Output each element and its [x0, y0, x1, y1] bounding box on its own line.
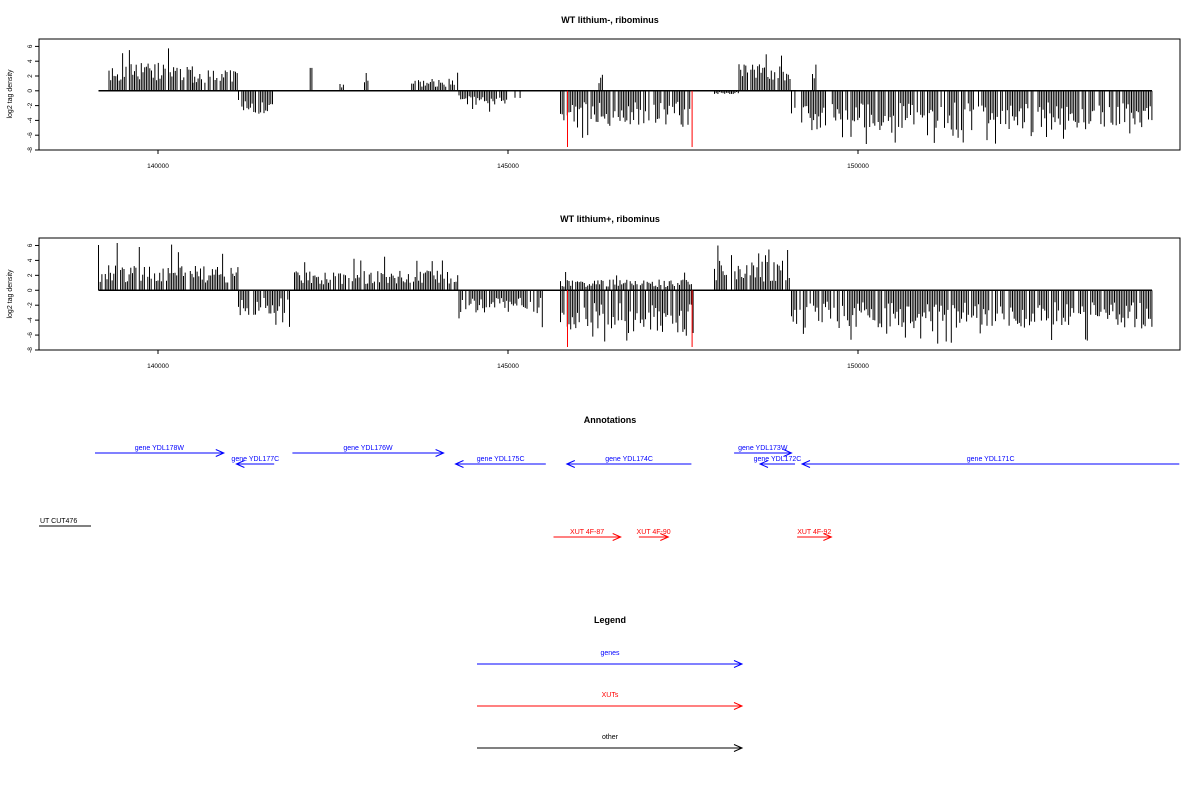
x-tick-label: 140000 — [147, 363, 169, 370]
signal-bars — [98, 48, 1153, 148]
y-tick-label: 4 — [27, 59, 34, 63]
y-tick-label: -2 — [27, 102, 34, 108]
y-tick-label: 2 — [27, 273, 34, 277]
feature-arrows: gene YDL178W gene YDL177C gene YDL176W gene… — [39, 445, 1180, 541]
feature-label: gene YDL177C — [231, 456, 279, 463]
x-tick-label: 140000 — [147, 163, 169, 170]
legend-arrowhead — [733, 744, 744, 752]
y-tick-label: 4 — [27, 258, 34, 262]
plot-frame — [38, 237, 1181, 351]
legend: Legend genes XUTs other — [477, 615, 744, 752]
feature-label: XUT 4F-90 — [637, 529, 671, 536]
feature-label: gene YDL174C — [605, 456, 653, 463]
x-tick-label: 145000 — [497, 163, 519, 170]
y-tick-label: -4 — [27, 117, 34, 123]
feature-label: UT CUT476 — [40, 518, 77, 525]
panel-title: WT lithium-, ribominus — [561, 15, 659, 25]
annotations-title: Annotations — [584, 415, 637, 425]
plot-frame — [38, 38, 1181, 151]
feature-arrowhead — [235, 460, 245, 468]
y-tick-label: -6 — [27, 332, 34, 338]
feature-arrowhead — [783, 449, 793, 457]
panel-title: WT lithium+, ribominus — [560, 214, 660, 224]
y-axis-label: log2 tag density — [7, 269, 14, 319]
track-panel-lithium-plus: WT lithium+, ribominus log2 tag density … — [7, 214, 1181, 370]
legend-label: genes — [600, 650, 620, 657]
feature-arrowhead — [758, 460, 769, 468]
y-tick-label: 6 — [27, 44, 34, 48]
y-tick-label: -8 — [27, 347, 34, 353]
feature-arrowhead — [660, 533, 670, 541]
x-tick-label: 145000 — [497, 363, 519, 370]
legend-arrowhead — [733, 660, 744, 668]
track-panel-lithium-minus: WT lithium-, ribominus log2 tag density … — [7, 15, 1181, 170]
feature-arrowhead — [215, 449, 226, 457]
feature-arrowhead — [565, 460, 576, 468]
legend-items: genes XUTs other — [477, 650, 744, 752]
y-tick-label: -8 — [27, 147, 34, 153]
feature-label: gene YDL175C — [477, 456, 525, 463]
feature-arrowhead — [823, 533, 833, 541]
feature-arrowhead — [435, 449, 445, 457]
feature-label: gene YDL171C — [967, 456, 1015, 463]
y-tick-label: -2 — [27, 302, 34, 308]
y-axis-label: log2 tag density — [7, 69, 14, 119]
y-tick-label: 2 — [27, 74, 34, 78]
y-tick-label: -4 — [27, 317, 34, 323]
feature-label: gene YDL178W — [135, 445, 185, 452]
x-tick-label: 150000 — [847, 363, 869, 370]
y-tick-label: -6 — [27, 132, 34, 138]
legend-label: other — [602, 734, 619, 741]
feature-label: XUT 4F-87 — [570, 529, 604, 536]
feature-label: gene YDL176W — [343, 445, 393, 452]
feature-label: gene YDL172C — [754, 456, 802, 463]
axes: -8 -6 -4 -2 0 2 4 6 140000 145000 150000 — [27, 44, 869, 170]
feature-arrowhead — [454, 460, 464, 468]
feature-arrowhead — [612, 533, 622, 541]
x-tick-label: 150000 — [847, 163, 869, 170]
y-tick-label: 0 — [27, 89, 34, 93]
signal-bars — [98, 243, 1153, 348]
y-tick-label: 6 — [27, 243, 34, 247]
legend-label: XUTs — [602, 692, 619, 699]
axes: -8 -6 -4 -2 0 2 4 6 140000 145000 150000 — [27, 243, 869, 370]
feature-arrowhead — [800, 460, 811, 468]
feature-label: XUT 4F-92 — [797, 529, 831, 536]
feature-label: gene YDL173W — [738, 445, 788, 452]
legend-arrowhead — [733, 702, 744, 710]
y-tick-label: 0 — [27, 288, 34, 292]
legend-title: Legend — [594, 615, 626, 625]
